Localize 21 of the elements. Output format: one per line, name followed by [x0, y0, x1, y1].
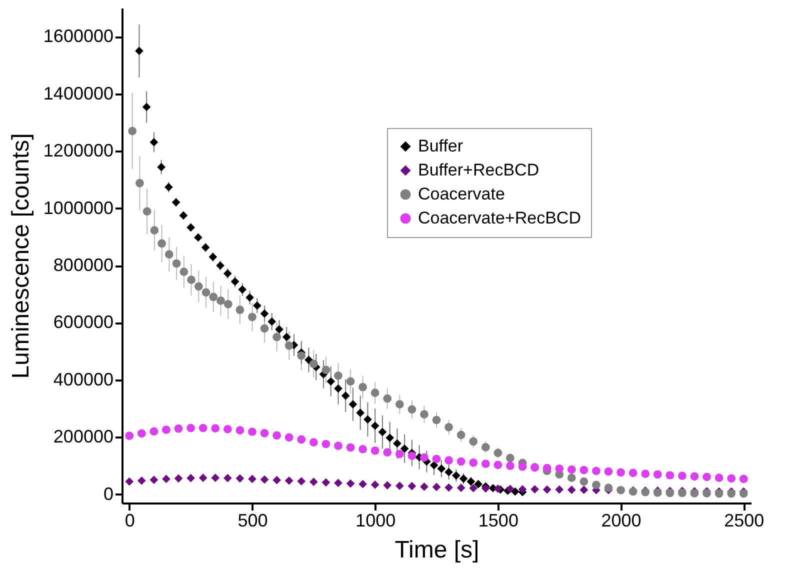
x-tick-label: 0	[124, 510, 135, 530]
legend-label: Buffer	[418, 136, 464, 156]
y-tick-label: 800000	[53, 255, 114, 276]
y-tick-label: 600000	[53, 312, 114, 332]
y-tick-label: 1200000	[43, 140, 114, 161]
legend-label: Buffer+RecBCD	[418, 160, 540, 180]
x-tick-label: 2000	[601, 510, 642, 530]
x-axis-title: Time [s]	[394, 536, 480, 564]
y-tick-label: 1000000	[43, 198, 114, 218]
legend-label: Coacervate+RecBCD	[418, 208, 581, 228]
y-tick-label: 200000	[53, 426, 114, 447]
y-tick-label: 1600000	[43, 26, 114, 46]
x-tick-label: 1500	[478, 510, 518, 530]
x-tick-label: 500	[238, 510, 268, 530]
x-tick-label: 1000	[356, 510, 396, 530]
legend-label: Coacervate	[418, 184, 505, 204]
y-tick-label: 1400000	[43, 83, 114, 104]
y-tick-label: 0	[103, 484, 114, 504]
y-axis-title: Luminescence [counts]	[7, 133, 34, 379]
y-tick-label: 400000	[53, 369, 114, 390]
x-tick-label: 2500	[724, 510, 764, 530]
